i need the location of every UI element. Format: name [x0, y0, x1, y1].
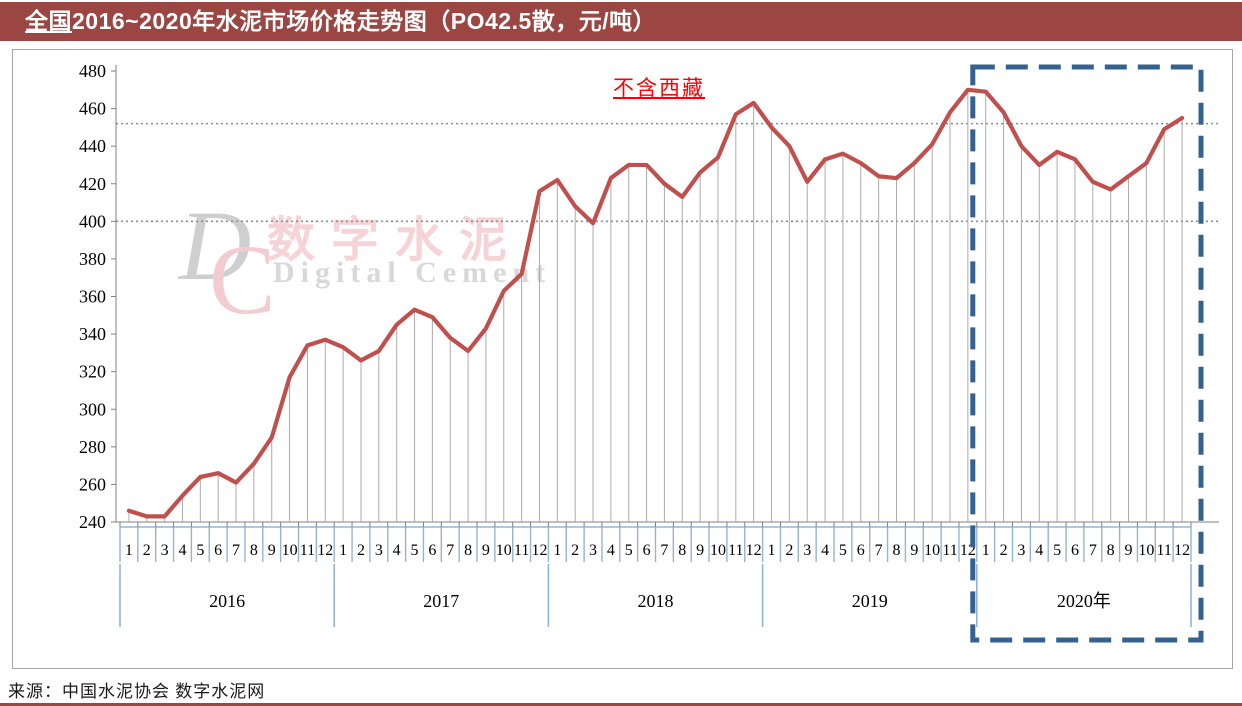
price-line-chart: 480 460 440 420 400 380 360 340 320 300 280 260 240 1…: [79, 61, 1219, 643]
svg-text:4: 4: [821, 542, 829, 559]
svg-text:2020年: 2020年: [1057, 591, 1111, 611]
source-note: 来源：中国水泥协会 数字水泥网: [8, 682, 266, 701]
svg-text:7: 7: [232, 542, 240, 559]
svg-text:6: 6: [214, 542, 222, 559]
svg-text:7: 7: [446, 542, 454, 559]
title-bar: 全国2016~2020年水泥市场价格走势图（PO42.5散，元/吨）: [0, 2, 1242, 41]
svg-text:8: 8: [464, 542, 472, 559]
svg-text:360: 360: [79, 287, 106, 307]
svg-text:2: 2: [1000, 542, 1008, 559]
svg-text:5: 5: [411, 542, 419, 559]
svg-text:2017: 2017: [423, 591, 459, 611]
svg-text:440: 440: [79, 136, 106, 156]
svg-text:10: 10: [496, 542, 512, 559]
svg-text:340: 340: [79, 324, 106, 344]
svg-text:420: 420: [79, 174, 106, 194]
svg-text:7: 7: [660, 542, 668, 559]
svg-text:7: 7: [1089, 542, 1097, 559]
svg-text:12: 12: [1174, 542, 1190, 559]
svg-text:11: 11: [514, 542, 529, 559]
svg-text:2019: 2019: [852, 591, 888, 611]
chart-container: D C 数字水泥 Digital Cement 480 460 440 420 400 3…: [12, 49, 1233, 669]
svg-text:4: 4: [178, 542, 186, 559]
svg-text:3: 3: [589, 542, 597, 559]
svg-text:3: 3: [161, 542, 169, 559]
svg-text:11: 11: [728, 542, 743, 559]
svg-text:320: 320: [79, 362, 106, 382]
watermark: D C 数字水泥 Digital Cement: [13, 50, 1232, 668]
svg-text:380: 380: [79, 249, 106, 269]
svg-text:3: 3: [375, 542, 383, 559]
svg-text:2: 2: [571, 542, 579, 559]
svg-text:5: 5: [1053, 542, 1061, 559]
svg-text:400: 400: [79, 211, 106, 231]
chart-annotation: 不含西藏: [613, 77, 705, 100]
svg-text:11: 11: [942, 542, 957, 559]
svg-text:9: 9: [910, 542, 918, 559]
svg-text:1: 1: [553, 542, 561, 559]
svg-text:280: 280: [79, 437, 106, 457]
bottom-rule: [0, 703, 1242, 706]
watermark-chinese-text: 数字水泥: [267, 214, 524, 267]
svg-text:1: 1: [125, 542, 133, 559]
svg-text:8: 8: [678, 542, 686, 559]
svg-text:5: 5: [196, 542, 204, 559]
svg-text:3: 3: [1017, 542, 1025, 559]
svg-text:9: 9: [696, 542, 704, 559]
svg-text:5: 5: [839, 542, 847, 559]
svg-text:2016: 2016: [209, 591, 245, 611]
svg-text:460: 460: [79, 99, 106, 119]
svg-text:1: 1: [982, 542, 990, 559]
svg-text:11: 11: [300, 542, 315, 559]
svg-text:5: 5: [625, 542, 633, 559]
svg-text:10: 10: [1138, 542, 1154, 559]
svg-text:4: 4: [393, 542, 401, 559]
svg-text:6: 6: [1071, 542, 1079, 559]
svg-text:8: 8: [250, 542, 258, 559]
svg-text:7: 7: [875, 542, 883, 559]
svg-text:9: 9: [482, 542, 490, 559]
svg-text:3: 3: [803, 542, 811, 559]
svg-text:2: 2: [357, 542, 365, 559]
svg-text:12: 12: [531, 542, 547, 559]
svg-text:6: 6: [643, 542, 651, 559]
page-title: 2016~2020年水泥市场价格走势图（PO42.5散，元/吨）: [72, 8, 657, 34]
watermark-logo-d-icon: D: [179, 190, 252, 301]
svg-text:11: 11: [1157, 542, 1172, 559]
svg-text:1: 1: [768, 542, 776, 559]
svg-text:8: 8: [892, 542, 900, 559]
svg-text:260: 260: [79, 474, 106, 494]
svg-text:300: 300: [79, 399, 106, 419]
svg-text:2: 2: [143, 542, 151, 559]
title-prefix: 全国: [25, 8, 72, 34]
watermark-english-text: Digital Cement: [273, 256, 552, 289]
svg-text:10: 10: [924, 542, 940, 559]
svg-text:9: 9: [1125, 542, 1133, 559]
svg-text:9: 9: [268, 542, 276, 559]
svg-text:6: 6: [428, 542, 436, 559]
svg-text:1: 1: [339, 542, 347, 559]
watermark-logo-c-icon: C: [209, 224, 276, 335]
svg-text:12: 12: [746, 542, 762, 559]
svg-text:10: 10: [282, 542, 298, 559]
svg-text:2018: 2018: [638, 591, 674, 611]
svg-text:12: 12: [317, 542, 333, 559]
svg-text:480: 480: [79, 61, 106, 81]
svg-text:8: 8: [1107, 542, 1115, 559]
svg-text:4: 4: [607, 542, 615, 559]
svg-text:10: 10: [710, 542, 726, 559]
svg-text:240: 240: [79, 512, 106, 532]
svg-text:2: 2: [785, 542, 793, 559]
svg-text:4: 4: [1035, 542, 1043, 559]
svg-text:6: 6: [857, 542, 865, 559]
